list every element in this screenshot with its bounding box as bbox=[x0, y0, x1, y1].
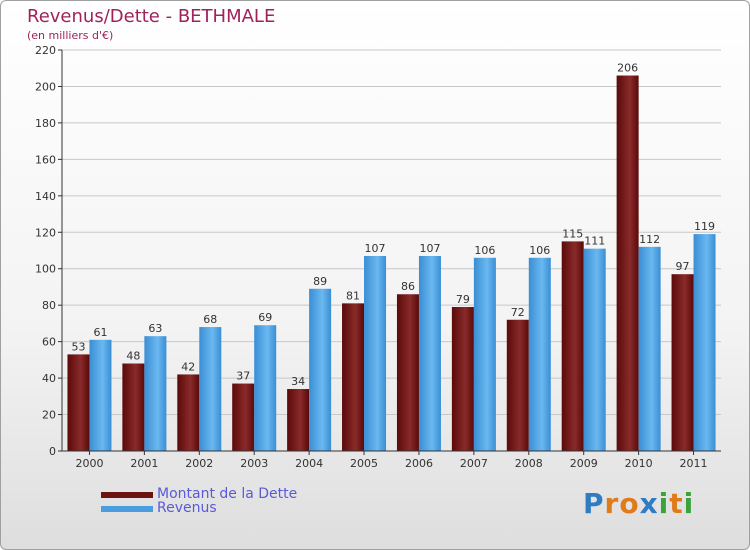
bar-debt bbox=[177, 374, 200, 451]
bar-revenus bbox=[528, 257, 551, 451]
x-tick-label: 2007 bbox=[460, 457, 488, 470]
data-label-debt: 53 bbox=[71, 340, 85, 353]
data-label-debt: 206 bbox=[617, 62, 638, 75]
bar-debt bbox=[561, 241, 584, 451]
y-tick-label: 20 bbox=[42, 409, 56, 422]
logo-letter: o bbox=[619, 487, 640, 520]
y-tick-label: 140 bbox=[35, 190, 56, 203]
y-tick-label: 160 bbox=[35, 153, 56, 166]
logo-letter: t bbox=[669, 487, 684, 520]
data-label-revenus: 89 bbox=[313, 275, 327, 288]
chart-title: Revenus/Dette - BETHMALE bbox=[27, 6, 276, 27]
bar-revenus bbox=[473, 257, 496, 451]
bar-revenus bbox=[364, 255, 387, 451]
bar-revenus bbox=[693, 234, 716, 451]
logo-letter: P bbox=[583, 487, 605, 520]
bar-debt bbox=[451, 307, 474, 451]
logo-letter: i bbox=[683, 487, 695, 520]
bar-debt bbox=[232, 383, 255, 451]
logo-letter: r bbox=[604, 487, 620, 520]
x-tick-label: 2002 bbox=[185, 457, 213, 470]
data-label-debt: 42 bbox=[181, 360, 195, 373]
y-tick-label: 40 bbox=[42, 372, 56, 385]
y-tick-label: 200 bbox=[35, 80, 56, 93]
data-label-debt: 79 bbox=[456, 293, 470, 306]
bar-revenus bbox=[638, 246, 661, 451]
data-label-debt: 115 bbox=[562, 227, 583, 240]
proxiti-logo: Proxiti bbox=[583, 487, 694, 520]
data-label-revenus: 68 bbox=[203, 313, 217, 326]
x-tick-label: 2003 bbox=[240, 457, 268, 470]
bar-debt bbox=[287, 389, 310, 451]
data-label-revenus: 112 bbox=[639, 233, 660, 246]
bar-revenus bbox=[418, 255, 441, 451]
logo-letter: x bbox=[639, 487, 659, 520]
data-label-revenus: 106 bbox=[474, 244, 495, 257]
legend-swatch-revenus bbox=[101, 506, 153, 512]
data-label-debt: 34 bbox=[291, 375, 305, 388]
y-tick-label: 60 bbox=[42, 336, 56, 349]
x-tick-label: 2010 bbox=[625, 457, 653, 470]
bar-revenus bbox=[309, 288, 332, 451]
data-label-revenus: 119 bbox=[694, 220, 715, 233]
data-label-debt: 81 bbox=[346, 289, 360, 302]
bar-debt bbox=[616, 75, 639, 451]
x-tick-label: 2008 bbox=[515, 457, 543, 470]
y-tick-label: 100 bbox=[35, 263, 56, 276]
x-tick-label: 2006 bbox=[405, 457, 433, 470]
bar-revenus bbox=[254, 325, 277, 451]
data-label-debt: 48 bbox=[126, 350, 140, 363]
chart-subtitle: (en milliers d'€) bbox=[27, 29, 114, 42]
data-label-revenus: 107 bbox=[419, 242, 440, 255]
x-tick-label: 2009 bbox=[570, 457, 598, 470]
data-label-debt: 97 bbox=[676, 260, 690, 273]
data-label-revenus: 69 bbox=[258, 311, 272, 324]
x-tick-label: 2001 bbox=[130, 457, 158, 470]
data-label-debt: 86 bbox=[401, 280, 415, 293]
y-tick-label: 180 bbox=[35, 117, 56, 130]
bar-revenus bbox=[583, 248, 606, 451]
x-tick-label: 2011 bbox=[680, 457, 708, 470]
x-tick-label: 2004 bbox=[295, 457, 323, 470]
logo-letter: i bbox=[658, 487, 670, 520]
data-label-revenus: 63 bbox=[148, 322, 162, 335]
bar-debt bbox=[342, 303, 365, 451]
legend-swatch-debt bbox=[101, 492, 153, 498]
bar-debt bbox=[396, 294, 419, 451]
bar-debt bbox=[506, 319, 529, 451]
bar-revenus bbox=[199, 327, 222, 451]
legend-label-debt: Montant de la Dette bbox=[157, 486, 298, 502]
bar-revenus bbox=[89, 339, 112, 451]
data-label-debt: 72 bbox=[511, 306, 525, 319]
x-tick-label: 2005 bbox=[350, 457, 378, 470]
data-label-revenus: 111 bbox=[584, 235, 605, 248]
y-tick-label: 80 bbox=[42, 299, 56, 312]
y-tick-label: 0 bbox=[49, 445, 56, 458]
data-label-revenus: 107 bbox=[365, 242, 386, 255]
y-tick-label: 220 bbox=[35, 44, 56, 57]
data-label-revenus: 106 bbox=[529, 244, 550, 257]
y-tick-label: 120 bbox=[35, 226, 56, 239]
legend-label-revenus: Revenus bbox=[157, 500, 217, 516]
data-label-debt: 37 bbox=[236, 370, 250, 383]
x-tick-label: 2000 bbox=[75, 457, 103, 470]
bar-debt bbox=[122, 363, 145, 451]
data-label-revenus: 61 bbox=[93, 326, 107, 339]
bar-debt bbox=[671, 274, 694, 451]
bar-debt bbox=[67, 354, 90, 451]
bar-revenus bbox=[144, 336, 167, 451]
